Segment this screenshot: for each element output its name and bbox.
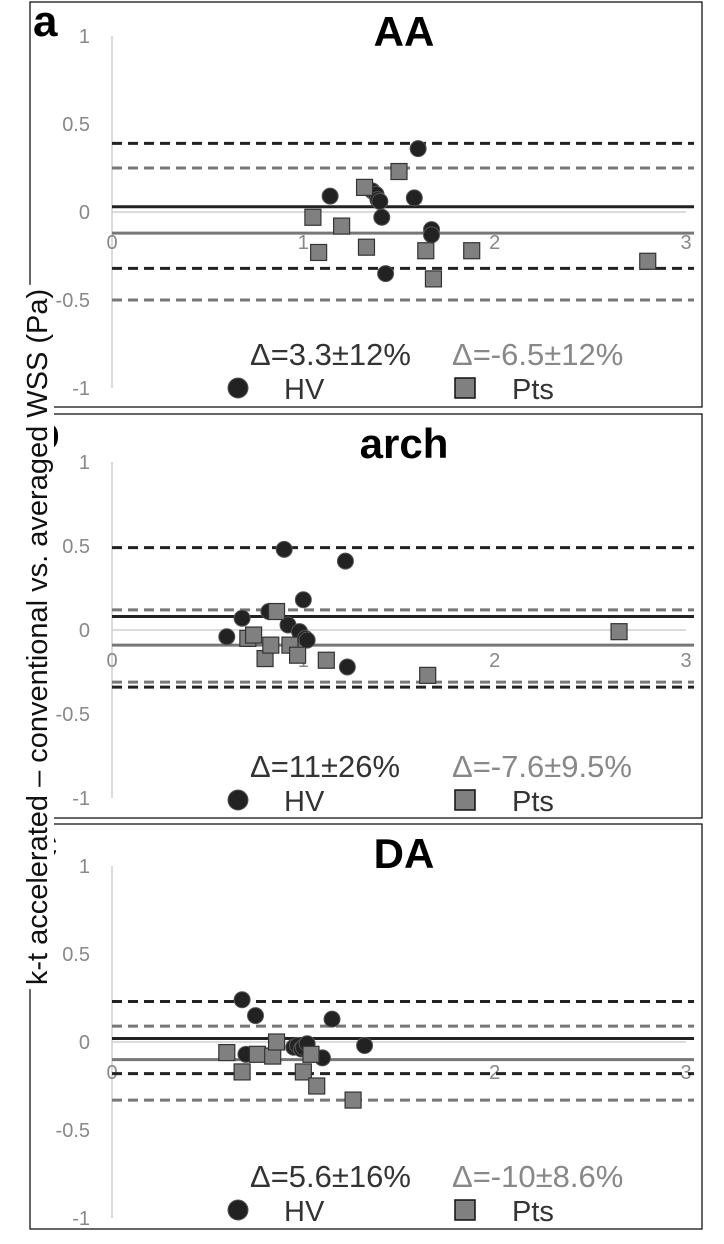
hv-stat-text: Δ=3.3±12% (250, 337, 411, 372)
pts-point (248, 1045, 267, 1063)
y-tick-label: 1 (79, 26, 90, 48)
y-tick-label: 0.5 (62, 114, 90, 136)
hv-point (294, 591, 312, 609)
pts-point (390, 162, 408, 181)
pts-point (424, 270, 443, 288)
x-tick-label: 3 (680, 650, 691, 672)
hv-point (373, 208, 391, 226)
y-tick-label: 0 (79, 1032, 90, 1054)
legend-hv-label: HV (284, 786, 325, 818)
hv-point (338, 658, 356, 676)
pts-point (294, 1063, 312, 1081)
x-tick-label: 0 (106, 650, 117, 672)
hv-point (377, 265, 395, 283)
pts-stat-text: Δ=-6.5±12% (452, 337, 623, 372)
pts-point (244, 626, 263, 644)
pts-point (308, 1077, 326, 1095)
pts-point (355, 178, 374, 196)
pts-point (310, 243, 328, 262)
x-tick-label: 2 (489, 1062, 500, 1084)
legend-hv-marker (227, 1199, 249, 1221)
pts-point (302, 1045, 320, 1063)
x-tick-label: 3 (680, 232, 691, 254)
panel-title: arch (360, 420, 449, 467)
hv-stat-text: Δ=11±26% (250, 749, 400, 784)
y-tick-label: -0.5 (56, 704, 90, 726)
pts-point (218, 1043, 236, 1062)
y-tick-label: -0.5 (56, 290, 90, 312)
hv-point (275, 540, 293, 558)
x-tick-label: 1 (298, 232, 309, 254)
pts-point (333, 217, 351, 235)
hv-point (423, 226, 441, 244)
pts-point (288, 646, 307, 664)
pts-point (357, 238, 376, 256)
pts-point (419, 666, 437, 684)
y-tick-label: -1 (72, 378, 90, 400)
y-tick-label: -1 (72, 788, 90, 810)
panel-letter: c (33, 819, 57, 868)
legend-hv-label: HV (284, 374, 325, 406)
panel-c: 10.50-0.5-10123cDAΔ=5.6±16%Δ=-10±8.6%HVP… (29, 819, 703, 1230)
pts-point (417, 242, 435, 260)
hv-point (218, 628, 236, 646)
legend-pts-label: Pts (512, 374, 554, 406)
y-tick-label: -0.5 (56, 1120, 90, 1142)
legend-hv-marker (227, 377, 249, 399)
y-tick-label: 0.5 (62, 944, 90, 966)
pts-point (233, 1063, 251, 1081)
pts-point (610, 623, 628, 641)
pts-stat-text: Δ=-10±8.6% (452, 1159, 623, 1194)
y-tick-label: 1 (79, 452, 90, 474)
y-tick-label: -1 (72, 1208, 90, 1230)
panel-letter: a (33, 0, 58, 46)
panel-frame (29, 823, 703, 1230)
x-tick-label: 0 (106, 232, 117, 254)
panel-letter: b (33, 409, 60, 458)
panel-title: DA (374, 830, 435, 877)
pts-point (317, 651, 335, 669)
hv-point (233, 991, 251, 1009)
x-tick-label: 2 (489, 650, 500, 672)
legend-hv-label: HV (284, 1196, 325, 1228)
pts-point (267, 602, 286, 621)
hv-point (233, 609, 251, 627)
pts-point (262, 636, 280, 654)
panel-frame (29, 1, 703, 408)
hv-point (321, 187, 339, 205)
y-tick-label: 0 (79, 202, 90, 224)
hv-point (356, 1037, 374, 1055)
hv-point (247, 1007, 264, 1025)
legend-pts-label: Pts (512, 786, 554, 818)
x-tick-label: 2 (489, 232, 500, 254)
hv-point (371, 192, 389, 210)
y-tick-label: 0.5 (62, 536, 90, 558)
panel-a: 1 0.5 0 -0.5 -1 0 1 2 3 a AA Δ=3.3±12% Δ=-6.5±12% HV P… (29, 0, 703, 408)
panel-title: AA (374, 8, 435, 55)
hv-point (405, 189, 423, 207)
pts-point (344, 1091, 362, 1109)
pts-stat-text: Δ=-7.6±9.5% (452, 749, 632, 784)
pts-point (304, 208, 322, 226)
y-tick-label: 0 (79, 620, 90, 642)
x-tick-label: 3 (680, 1062, 691, 1084)
legend-hv-marker (227, 789, 249, 811)
panel-b: 10.50-0.5-10123barchΔ=11±26%Δ=-7.6±9.5%H… (29, 409, 703, 819)
hv-stat-text: Δ=5.6±16% (250, 1159, 411, 1194)
legend-pts-label: Pts (512, 1196, 554, 1228)
legend-pts-marker (454, 789, 476, 811)
hv-point (298, 631, 316, 649)
pts-point (639, 252, 657, 270)
legend-pts-marker (454, 1199, 476, 1221)
hv-point (409, 140, 427, 158)
y-tick-label: 1 (79, 856, 90, 878)
hv-point (336, 552, 354, 570)
hv-point (323, 1010, 341, 1028)
legend-pts-marker (454, 377, 476, 399)
pts-point (463, 242, 481, 260)
pts-point (267, 1033, 286, 1051)
